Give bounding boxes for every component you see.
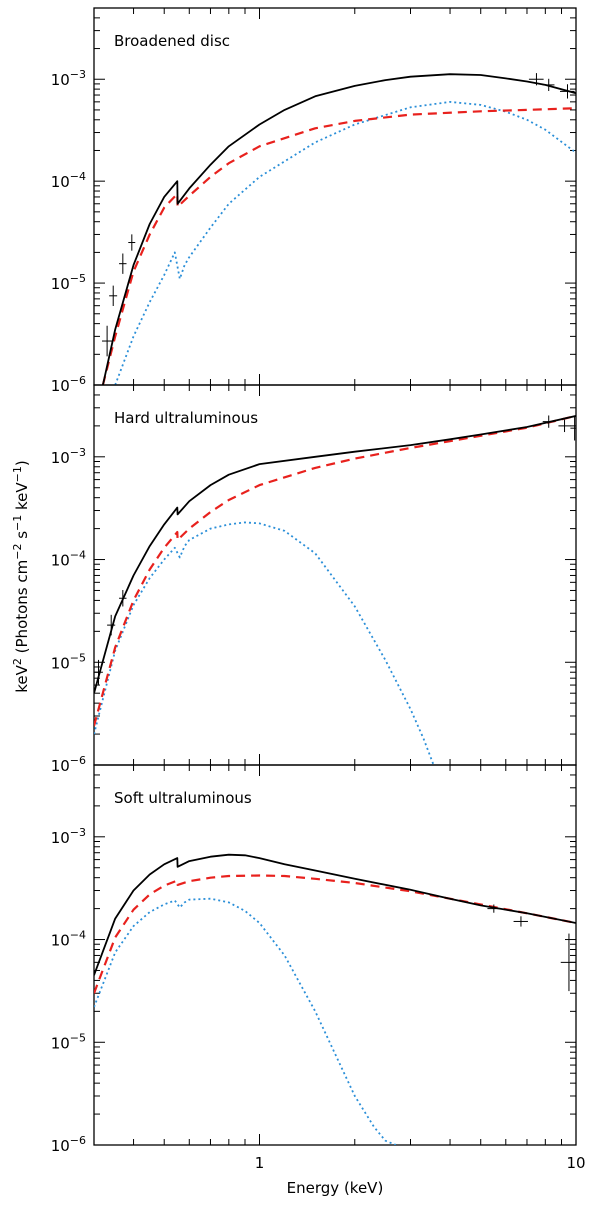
data-errorbar xyxy=(109,285,118,307)
y-tick-label-base: 10 xyxy=(51,377,70,395)
data-errorbar xyxy=(560,933,576,992)
panel-frame xyxy=(93,384,577,766)
panel-frame xyxy=(93,7,577,386)
data-errorbar xyxy=(559,84,575,99)
data-errorbar xyxy=(487,904,500,913)
data-errorbar xyxy=(513,916,528,927)
y-tick-label: 10−4 xyxy=(51,170,86,191)
y-tick-label-exponent: −6 xyxy=(70,754,86,767)
panel-title: Broadened disc xyxy=(114,32,230,50)
y-tick-label-base: 10 xyxy=(51,1137,70,1155)
y-tick-label-exponent: −3 xyxy=(70,68,86,81)
data-errorbar xyxy=(570,415,576,441)
x-tick-label: 10 xyxy=(566,1154,585,1172)
y-axis-label-text: s xyxy=(13,531,31,544)
x-tick-label: 1 xyxy=(255,1154,265,1172)
data-errorbar xyxy=(558,419,571,433)
y-tick-label-exponent: −4 xyxy=(70,549,86,562)
data-errorbar xyxy=(128,234,136,251)
data-errorbar xyxy=(528,73,544,86)
data-errorbar xyxy=(107,614,116,636)
y-axis-label: keV2 (Photons cm−2 s−1 keV−1) xyxy=(11,460,31,693)
panel-curves xyxy=(94,853,576,1145)
y-tick-label: 10−6 xyxy=(51,754,86,775)
x-axis-label: Energy (keV) xyxy=(287,1179,384,1197)
y-tick-label-base: 10 xyxy=(51,275,70,293)
y-tick-label-exponent: −6 xyxy=(70,1134,86,1147)
y-axis-label-text: ) xyxy=(13,460,31,466)
y-tick-label-base: 10 xyxy=(51,71,70,89)
y-tick-label-base: 10 xyxy=(51,1034,70,1052)
y-tick-label-exponent: −6 xyxy=(70,374,86,387)
y-tick-label: 10−3 xyxy=(51,446,86,467)
panel-curves xyxy=(94,414,576,765)
y-tick-label: 10−4 xyxy=(51,929,86,950)
data-errorbar xyxy=(542,78,555,92)
data-errorbar xyxy=(94,659,103,685)
y-tick-label: 10−4 xyxy=(51,549,86,570)
panel-title: Hard ultraluminous xyxy=(114,409,258,427)
dashed-component-line xyxy=(94,874,576,994)
panel-curves xyxy=(101,73,576,385)
y-tick-label: 10−5 xyxy=(51,651,86,672)
y-tick-label-exponent: −3 xyxy=(70,826,86,839)
y-tick-label: 10−6 xyxy=(51,374,86,395)
y-tick-label-exponent: −4 xyxy=(70,929,86,942)
y-tick-label-base: 10 xyxy=(51,552,70,570)
y-tick-label-base: 10 xyxy=(51,829,70,847)
panel-frame xyxy=(93,764,577,1146)
y-axis-label-superscript: 2 xyxy=(11,658,24,665)
y-tick-label-base: 10 xyxy=(51,932,70,950)
y-tick-label-base: 10 xyxy=(51,654,70,672)
y-tick-label-exponent: −5 xyxy=(70,272,86,285)
dashed-component-line xyxy=(101,107,576,385)
y-axis-label-text: keV xyxy=(13,482,31,515)
dotted-component-line xyxy=(94,897,397,1145)
panel-title: Soft ultraluminous xyxy=(114,789,252,807)
y-tick-label: 10−3 xyxy=(51,826,86,847)
total-model-line xyxy=(94,415,576,694)
y-tick-label-base: 10 xyxy=(51,173,70,191)
y-tick-label-exponent: −5 xyxy=(70,1031,86,1044)
dotted-component-line xyxy=(94,521,435,765)
data-errorbar xyxy=(119,253,127,274)
y-tick-label-exponent: −5 xyxy=(70,651,86,664)
data-errorbar xyxy=(542,415,555,428)
data-errorbar xyxy=(119,590,127,607)
y-tick-label: 10−5 xyxy=(51,1031,86,1052)
total-model-line xyxy=(102,73,576,385)
data-errorbar xyxy=(102,325,113,357)
y-tick-label-exponent: −3 xyxy=(70,446,86,459)
y-tick-label: 10−5 xyxy=(51,272,86,293)
dashed-component-line xyxy=(94,414,576,727)
total-model-line xyxy=(94,853,576,976)
y-tick-label: 10−3 xyxy=(51,68,86,89)
y-axis-label-text: keV xyxy=(13,664,31,692)
dotted-component-line xyxy=(114,101,576,385)
y-tick-label-base: 10 xyxy=(51,449,70,467)
y-tick-label-base: 10 xyxy=(51,757,70,775)
y-axis-label-superscript: −1 xyxy=(11,515,24,531)
y-tick-label: 10−6 xyxy=(51,1134,86,1155)
y-axis-label-text: (Photons cm xyxy=(13,560,31,658)
y-tick-label-exponent: −4 xyxy=(70,170,86,183)
y-axis-label-superscript: −2 xyxy=(11,544,24,560)
y-axis-label-superscript: −1 xyxy=(11,466,24,482)
